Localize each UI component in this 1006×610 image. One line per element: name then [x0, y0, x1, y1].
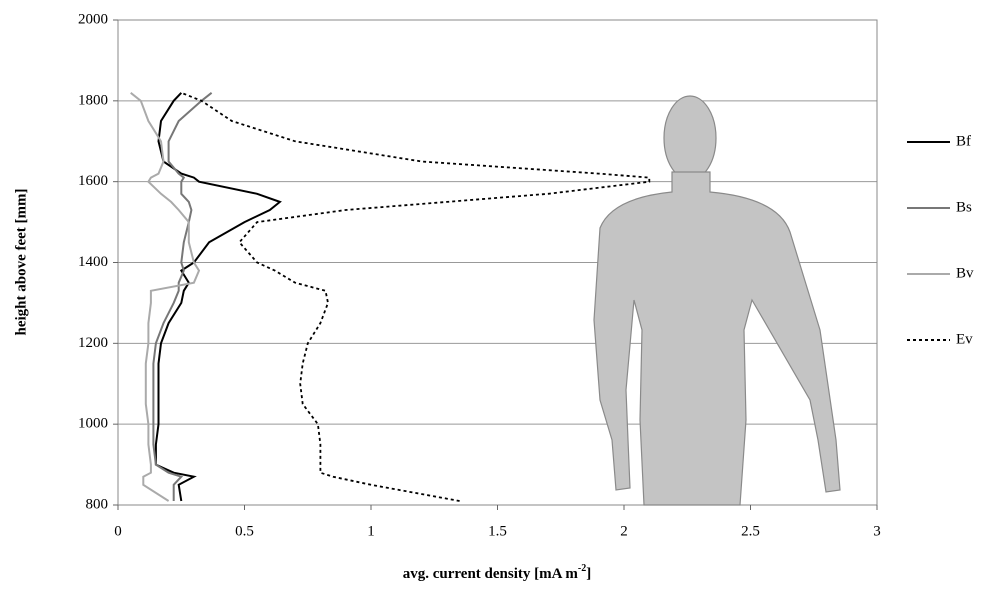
x-axis-label-end: ] [586, 566, 591, 582]
x-tick-label: 3 [873, 523, 881, 539]
series-line [180, 91, 651, 502]
x-axis-label: avg. current density [mA m-2] [403, 563, 591, 582]
y-tick-label: 800 [86, 496, 109, 512]
x-tick-label: 2.5 [741, 523, 760, 539]
legend-label: Bs [956, 199, 972, 215]
figure-body [593, 171, 841, 506]
x-tick-label: 2 [620, 523, 628, 539]
y-axis-label: height above feet [mm] [13, 188, 29, 335]
y-tick-label: 1600 [78, 173, 108, 189]
x-tick-label: 1 [367, 523, 375, 539]
legend-label: Bv [956, 265, 974, 281]
legend-label: Bf [956, 133, 971, 149]
y-tick-label: 1800 [78, 92, 108, 108]
y-tick-label: 2000 [78, 11, 108, 27]
series-line [130, 92, 201, 502]
figure-head [663, 95, 717, 181]
x-axis-label-sup: -2 [578, 563, 586, 574]
y-tick-label: 1000 [78, 416, 108, 432]
x-axis-label-main: avg. current density [mA m [403, 566, 579, 582]
x-tick-label: 0 [114, 523, 122, 539]
series-line [152, 92, 213, 501]
y-tick-label: 1400 [78, 254, 108, 270]
human-figure [593, 95, 841, 506]
legend-label: Ev [956, 331, 973, 347]
x-tick-label: 1.5 [488, 523, 507, 539]
series-line [154, 92, 282, 502]
y-tick-label: 1200 [78, 335, 108, 351]
x-tick-label: 0.5 [235, 523, 254, 539]
